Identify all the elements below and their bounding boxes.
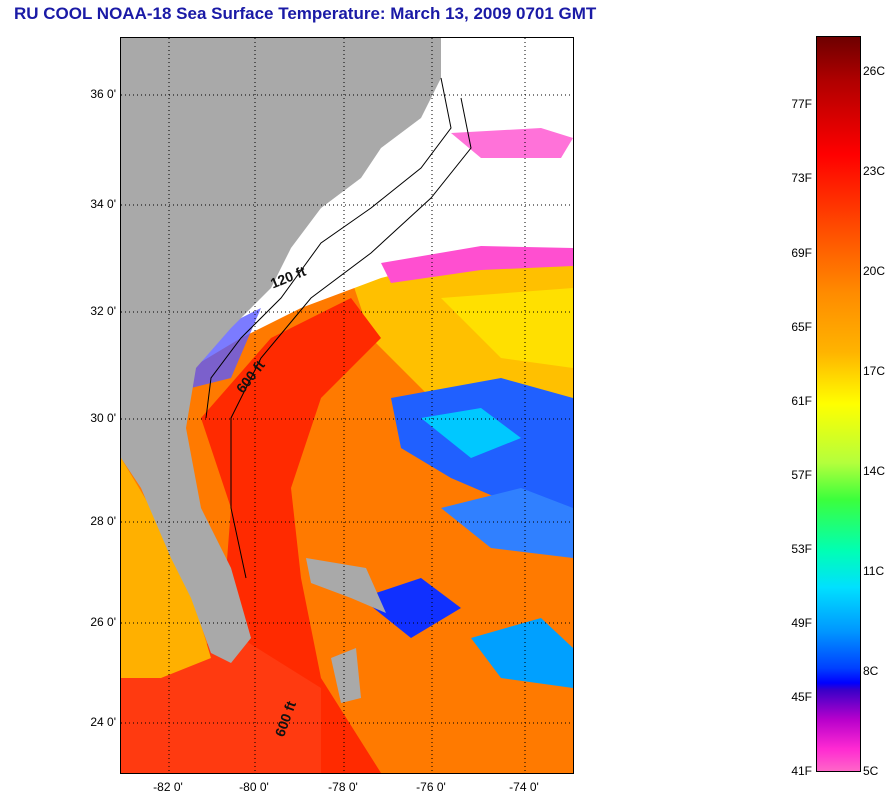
colorbar-c-26: 26C xyxy=(863,64,886,78)
lon-label-76: -76 0' xyxy=(416,780,446,794)
lat-label-32: 32 0' xyxy=(90,304,116,318)
sst-map-graphic xyxy=(121,38,573,773)
lon-label-78: -78 0' xyxy=(328,780,358,794)
colorbar-f-49: 49F xyxy=(791,616,812,630)
cold-coast-blue xyxy=(191,308,261,388)
cool-patch-2 xyxy=(421,408,521,458)
cool-patch-3 xyxy=(361,578,461,638)
colorbar-f-53: 53F xyxy=(791,542,812,556)
colorbar-f-61: 61F xyxy=(791,394,812,408)
colorbar-f-73: 73F xyxy=(791,171,812,185)
colorbar-c-11: 11C xyxy=(863,564,885,578)
colorbar-f-69: 69F xyxy=(791,246,812,260)
shelf-contour-600ft xyxy=(230,97,472,579)
colorbar-f-45: 45F xyxy=(791,690,812,704)
cool-patch-4 xyxy=(471,618,573,688)
colorbar-c-17: 17C xyxy=(863,364,886,378)
ocean-mid-2 xyxy=(441,288,573,368)
lat-label-30: 30 0' xyxy=(90,411,116,425)
temperature-colorbar xyxy=(816,36,861,772)
lat-label-26: 26 0' xyxy=(90,615,116,629)
colorbar-c-5: 5C xyxy=(863,764,879,778)
lat-label-36: 36 0' xyxy=(90,87,116,101)
colorbar-f-77: 77F xyxy=(791,97,812,111)
lon-label-74: -74 0' xyxy=(509,780,539,794)
cold-shelf-2 xyxy=(451,128,573,158)
colorbar-f-65: 65F xyxy=(791,320,812,334)
gulf-mexico xyxy=(121,458,211,678)
lon-label-82: -82 0' xyxy=(153,780,183,794)
land-bahamas-2 xyxy=(331,648,361,703)
colorbar-c-14: 14C xyxy=(863,464,886,478)
lat-label-34: 34 0' xyxy=(90,197,116,211)
cold-shelf-1 xyxy=(381,246,573,283)
colorbar-f-57: 57F xyxy=(791,468,812,482)
colorbar-c-8: 8C xyxy=(863,664,879,678)
land-bahamas-1 xyxy=(306,558,386,613)
colorbar-f-41: 41F xyxy=(791,764,812,778)
sst-map[interactable]: 120 ft 600 ft 600 ft xyxy=(120,37,574,774)
land-us xyxy=(121,38,441,663)
lat-label-28: 28 0' xyxy=(90,514,116,528)
map-gridlines xyxy=(121,38,573,773)
lon-label-80: -80 0' xyxy=(239,780,269,794)
shelf-contour-120ft xyxy=(205,77,452,419)
cool-patch-5 xyxy=(441,488,573,558)
colorbar-c-20: 20C xyxy=(863,264,886,278)
map-title: RU COOL NOAA-18 Sea Surface Temperature:… xyxy=(14,4,597,23)
colorbar-c-23: 23C xyxy=(863,164,886,178)
lat-label-24: 24 0' xyxy=(90,715,116,729)
